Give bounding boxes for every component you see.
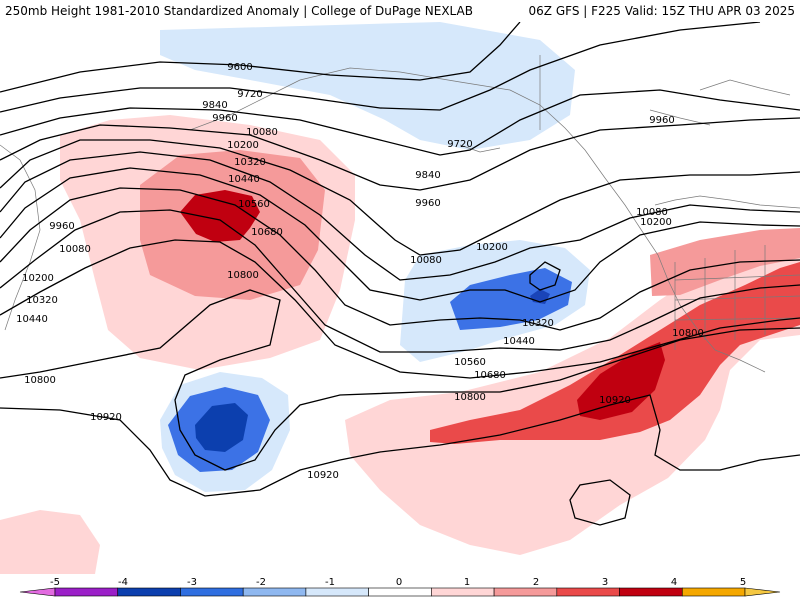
colorbar-segment <box>242 587 307 597</box>
contour-label: 10200 <box>476 242 508 253</box>
colorbar-tick-label: 2 <box>533 577 539 588</box>
contour-label: 10080 <box>59 244 91 255</box>
colorbar-segment <box>305 587 369 597</box>
contour-label: 10560 <box>238 199 270 210</box>
model-run-info: 06Z GFS | F225 Valid: 15Z THU APR 03 202… <box>528 4 795 18</box>
colorbar-tick-label: -4 <box>118 577 128 588</box>
contour-label: 9600 <box>227 62 252 73</box>
colorbar-segment <box>180 587 244 597</box>
colorbar-segment <box>368 587 432 597</box>
contour-label: 9720 <box>237 89 262 100</box>
anomaly-colorbar: -5 -4 -3 -2 -1 0 1 2 3 4 5 <box>0 574 800 600</box>
colorbar-tick-labels: -5 -4 -3 -2 -1 0 1 2 3 4 5 <box>50 577 746 588</box>
contour-label: 10680 <box>474 370 506 381</box>
contour-label: 10800 <box>24 375 56 386</box>
colorbar-tick-label: 3 <box>602 577 608 588</box>
contour-label: 10800 <box>227 270 259 281</box>
colorbar-segment <box>681 587 746 597</box>
map-title: 250mb Height 1981-2010 Standardized Anom… <box>5 4 473 18</box>
contour-label: 10440 <box>16 314 48 325</box>
height-contours <box>0 22 800 526</box>
contour-label: 10200 <box>227 140 259 151</box>
contour-label: 10320 <box>234 157 266 168</box>
contour-label: 9960 <box>649 115 674 126</box>
map-header: 250mb Height 1981-2010 Standardized Anom… <box>0 0 800 22</box>
coastlines <box>0 55 800 373</box>
colorbar-segment <box>619 587 683 597</box>
colorbar-tick-label: 0 <box>396 577 402 588</box>
contour-label: 10920 <box>90 412 122 423</box>
colorbar-segment <box>431 587 495 597</box>
contour-label: 10920 <box>599 395 631 406</box>
contour-label: 9960 <box>49 221 74 232</box>
contour-label: 10320 <box>522 318 554 329</box>
colorbar-segment <box>744 587 781 597</box>
colorbar-tick-label: 5 <box>740 577 746 588</box>
contour-label: 9960 <box>415 198 440 209</box>
contour-label: 9840 <box>202 100 227 111</box>
colorbar-tick-label: 4 <box>671 577 677 588</box>
contour-label: 9840 <box>415 170 440 181</box>
colorbar-segment <box>493 587 558 597</box>
colorbar-segment <box>556 587 620 597</box>
colorbar-segment <box>54 587 119 597</box>
contour-label: 10080 <box>410 255 442 266</box>
contour-label: 10560 <box>454 357 486 368</box>
colorbar-canvas: -5 -4 -3 -2 -1 0 1 2 3 4 5 <box>19 577 781 597</box>
contour-label: 10680 <box>251 227 283 238</box>
contour-label: 10320 <box>26 295 58 306</box>
colorbar-tick-label: -1 <box>325 577 335 588</box>
contour-label: 9960 <box>212 113 237 124</box>
colorbar-tick-label: -5 <box>50 577 60 588</box>
map-canvas: 9600 9720 9840 9960 10080 10200 10320 10… <box>0 22 800 574</box>
contour-label: 10200 <box>640 217 672 228</box>
contour-label: 10440 <box>228 174 260 185</box>
contour-label: 10440 <box>503 336 535 347</box>
negative-anomaly-shading <box>160 22 590 492</box>
colorbar-tick-label: -3 <box>187 577 197 588</box>
contour-label: 10080 <box>246 127 278 138</box>
colorbar-segments <box>19 587 781 597</box>
colorbar-segment <box>19 587 56 597</box>
colorbar-tick-label: -2 <box>256 577 266 588</box>
contour-label: 9720 <box>447 139 472 150</box>
contour-label: 10800 <box>454 392 486 403</box>
contour-label: 10080 <box>636 207 668 218</box>
colorbar-segment <box>117 587 181 597</box>
colorbar-tick-label: 1 <box>464 577 470 588</box>
contour-label: 10200 <box>22 273 54 284</box>
contour-label: 10920 <box>307 470 339 481</box>
contour-labels: 9600 9720 9840 9960 10080 10200 10320 10… <box>16 62 704 481</box>
weather-map: 9600 9720 9840 9960 10080 10200 10320 10… <box>0 22 800 574</box>
contour-label: 10800 <box>672 328 704 339</box>
